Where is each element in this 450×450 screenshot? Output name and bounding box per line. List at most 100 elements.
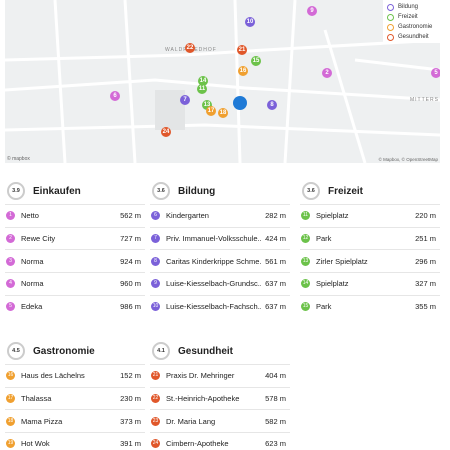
map-marker: 16 — [238, 66, 248, 76]
amenity-distance: 230 m — [120, 394, 141, 404]
amenity-distance: 251 m — [415, 234, 436, 244]
legend-label: Freizeit — [398, 14, 418, 20]
category-header: 3.9 Einkaufen — [5, 178, 145, 204]
amenity-distance: 637 m — [265, 302, 286, 312]
amenity-name: St.-Heinrich-Apotheke — [166, 394, 240, 404]
amenity-name: Dr. Maria Lang — [166, 416, 216, 426]
legend-dot — [387, 23, 394, 31]
map-marker: 8 — [267, 100, 277, 110]
map-marker: 24 — [161, 127, 171, 137]
amenity-row: 7 Priv. Immanuel-Volksschule... 424 m — [150, 226, 290, 250]
map-marker: 10 — [245, 17, 255, 27]
category-header: 4.5 Gastronomie — [5, 338, 145, 364]
amenity-row: 11 Spielplatz 220 m — [300, 204, 440, 227]
map-marker: 21 — [237, 45, 247, 55]
amenity-distance: 986 m — [120, 302, 141, 312]
score-badge: 3.6 — [152, 182, 170, 200]
amenity-name: Praxis Dr. Mehringer — [166, 371, 235, 381]
amenity-distance: 424 m — [265, 234, 286, 244]
amenity-row: 21 Praxis Dr. Mehringer 404 m — [150, 364, 290, 387]
amenity-row: 23 Dr. Maria Lang 582 m — [150, 409, 290, 432]
amenity-row: 9 Luise-Kiesselbach-Grundsc... 637 m — [150, 272, 290, 295]
amenity-number: 2 — [6, 234, 15, 244]
amenity-number: 4 — [6, 279, 15, 289]
amenity-distance: 623 m — [265, 439, 286, 449]
amenity-name: Luise-Kiesselbach-Fachsch... — [166, 302, 262, 312]
amenity-row: 19 Hot Wok 391 m — [5, 432, 145, 450]
amenity-number: 13 — [301, 256, 310, 266]
map-marker: 18 — [218, 108, 228, 118]
amenity-number: 7 — [151, 234, 160, 244]
category-header: 4.1 Gesundheit — [150, 338, 290, 364]
amenity-name: Thalassa — [21, 394, 52, 404]
amenity-number: 18 — [6, 416, 15, 426]
amenity-distance: 220 m — [415, 211, 436, 221]
legend-dot — [387, 3, 394, 11]
amenity-distance: 282 m — [265, 211, 286, 221]
map-marker: 13 — [202, 100, 212, 110]
amenity-row: 4 Norma 960 m — [5, 272, 145, 295]
legend-label: Gesundheit — [398, 34, 429, 40]
amenity-distance: 727 m — [120, 234, 141, 244]
amenity-row: 17 Thalassa 230 m — [5, 386, 145, 410]
amenity-distance: 578 m — [265, 394, 286, 404]
amenity-number: 10 — [151, 302, 160, 312]
amenity-name: Norma — [21, 279, 44, 289]
amenity-number: 12 — [301, 234, 310, 244]
home-marker — [233, 96, 247, 110]
map-legend: Bildung Freizeit Gastronomie Gesundheit — [383, 0, 440, 43]
score-badge: 4.5 — [7, 342, 25, 360]
map-marker: 9 — [307, 6, 317, 16]
amenity-number: 9 — [151, 279, 160, 289]
amenity-row: 1 Netto 562 m — [5, 204, 145, 227]
amenity-number: 5 — [6, 302, 15, 312]
amenity-number: 11 — [301, 211, 310, 221]
amenity-number: 24 — [151, 439, 160, 449]
amenity-number: 6 — [151, 211, 160, 221]
amenity-row: 8 Caritas Kinderkrippe Schme... 561 m — [150, 249, 290, 272]
category-title: Bildung — [178, 185, 216, 197]
category-header: 3.6 Freizeit — [300, 178, 440, 204]
score-badge: 4.1 — [152, 342, 170, 360]
legend-item: Gesundheit — [387, 32, 440, 42]
amenity-name: Haus des Lächelns — [21, 371, 85, 381]
amenity-row: 10 Luise-Kiesselbach-Fachsch... 637 m — [150, 294, 290, 318]
category-title: Einkaufen — [33, 185, 81, 197]
attribution: © mapbox — [7, 156, 30, 162]
map-label: MITTERS — [410, 97, 439, 103]
amenity-name: Hot Wok — [21, 439, 50, 449]
amenity-distance: 582 m — [265, 416, 286, 426]
amenity-row: 14 Spielplatz 327 m — [300, 272, 440, 295]
category-title: Gesundheit — [178, 345, 234, 357]
amenity-name: Priv. Immanuel-Volksschule... — [166, 234, 262, 244]
amenity-distance: 637 m — [265, 279, 286, 289]
legend-label: Bildung — [398, 4, 419, 10]
amenity-name: Netto — [21, 211, 39, 221]
amenity-number: 22 — [151, 394, 160, 404]
amenity-row: 6 Kindergarten 282 m — [150, 204, 290, 227]
amenity-distance: 373 m — [120, 416, 141, 426]
attribution: © Mapbox, © OpenStreetMap — [378, 157, 438, 162]
category-header: 3.6 Bildung — [150, 178, 290, 204]
amenity-number: 8 — [151, 256, 160, 266]
amenity-row: 15 Park 355 m — [300, 294, 440, 318]
amenity-row: 13 Zirler Spielplatz 296 m — [300, 249, 440, 272]
map-marker: 17 — [206, 106, 216, 116]
legend-label: Gastronomie — [398, 24, 433, 30]
amenity-row: 18 Mama Pizza 373 m — [5, 409, 145, 432]
amenity-number: 16 — [6, 371, 15, 381]
amenity-name: Cimbern-Apotheke — [166, 439, 229, 449]
map-marker: 5 — [431, 68, 440, 78]
legend-dot — [387, 33, 394, 41]
amenity-distance: 391 m — [120, 439, 141, 449]
legend-item: Gastronomie — [387, 22, 440, 32]
amenity-name: Spielplatz — [316, 211, 349, 221]
amenity-name: Rewe City — [21, 234, 56, 244]
legend-item: Bildung — [387, 2, 440, 12]
amenity-name: Norma — [21, 256, 44, 266]
legend-dot — [387, 13, 394, 21]
map-marker: 22 — [185, 43, 195, 53]
